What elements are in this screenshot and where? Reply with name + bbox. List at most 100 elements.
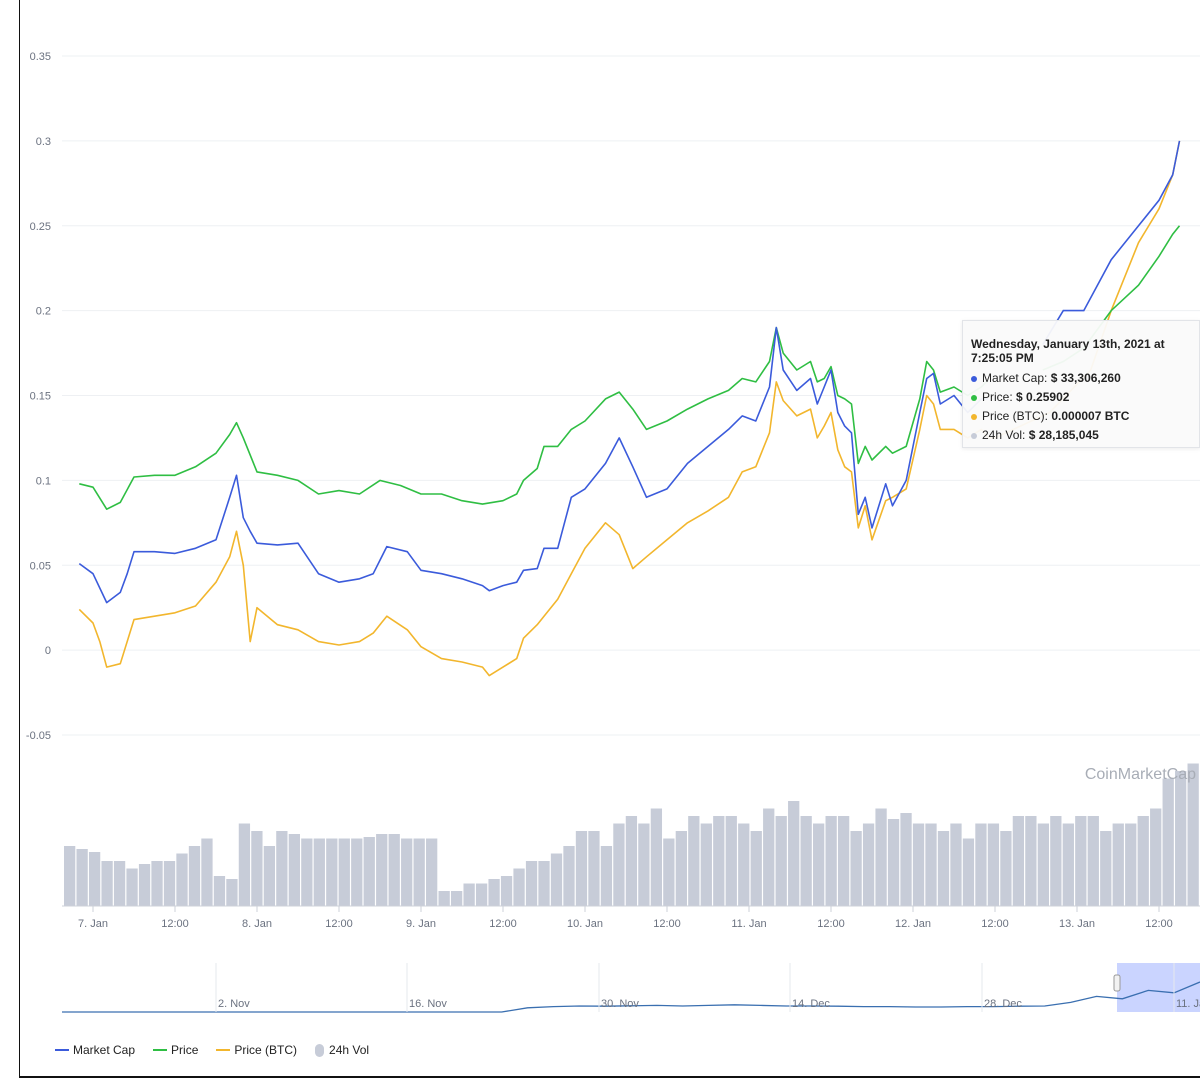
volume-bar	[788, 801, 800, 906]
legend-item-price[interactable]: Price	[153, 1043, 198, 1057]
volume-bar	[775, 816, 787, 906]
volume-bar	[213, 876, 226, 906]
volume-bar	[88, 852, 101, 906]
navigator-background	[62, 963, 1200, 1012]
volume-bar	[276, 831, 288, 906]
navigator-label: 30. Nov	[601, 998, 639, 1010]
volume-bar	[151, 861, 163, 906]
series-line-price-btc[interactable]	[78, 140, 1181, 677]
volume-bar	[500, 876, 513, 906]
x-tick-label: 12:00	[489, 918, 517, 930]
volume-bar	[288, 834, 300, 906]
tooltip-value: $ 33,306,260	[1050, 371, 1121, 385]
volume-bar	[837, 816, 850, 906]
volume-bar	[862, 823, 875, 906]
chart-legend: Market Cap Price Price (BTC) 24h Vol	[55, 1040, 387, 1060]
volume-bar	[638, 823, 650, 906]
volume-bar	[176, 853, 188, 906]
volume-bar	[650, 808, 663, 906]
volume-bar	[588, 831, 600, 906]
series-line-segment[interactable]	[1042, 140, 1181, 346]
volume-bar	[1000, 831, 1012, 906]
volume-bar	[813, 823, 825, 906]
volume-bar	[962, 838, 975, 906]
volume-bar	[1062, 823, 1074, 906]
volume-bar	[700, 823, 712, 906]
x-tick-label: 11. Jan	[731, 918, 766, 930]
volume-bar	[763, 808, 775, 906]
volume-bar	[1087, 816, 1099, 906]
y-axis-ticks: 0.35 0.3 0.25 0.2 0.15 0.1 0.05 0 -0.05	[26, 51, 51, 742]
series-line-market-cap[interactable]	[78, 326, 989, 604]
navigator-line	[62, 981, 1200, 1013]
legend-label: Price	[171, 1043, 199, 1057]
volume-bar	[438, 891, 450, 906]
volume-bar	[887, 819, 900, 906]
volume-bar	[426, 838, 438, 906]
tooltip-label: Price:	[982, 390, 1013, 404]
tooltip-label: Market Cap:	[982, 371, 1048, 385]
tooltip-title: Wednesday, January 13th, 2021 at 7:25:05…	[971, 337, 1165, 365]
navigator-label: 16. Nov	[409, 998, 447, 1010]
tooltip-row-price-btc: Price (BTC): 0.000007 BTC	[971, 407, 1191, 426]
volume-bar	[1162, 778, 1174, 906]
volume-bar	[201, 838, 213, 906]
y-tick-label: 0.3	[36, 136, 51, 148]
volume-bar	[238, 823, 251, 906]
y-tick-label: 0.05	[30, 560, 51, 572]
legend-item-market-cap[interactable]: Market Cap	[55, 1043, 135, 1057]
navigator-left-handle[interactable]	[1113, 974, 1121, 992]
volume-bar	[126, 868, 138, 906]
volume-bar	[1175, 771, 1187, 906]
x-tick-label: 8. Jan	[242, 918, 272, 930]
volume-bar	[1137, 816, 1149, 906]
range-navigator[interactable]: 2. Nov 16. Nov 30. Nov 14. Dec 28. Dec 11. Ja	[62, 963, 1200, 1013]
y-tick-label: 0	[45, 645, 51, 657]
price-dot-icon	[971, 394, 977, 401]
series-line-price[interactable]	[79, 326, 989, 510]
volume-bar	[850, 831, 862, 906]
volume-bar	[138, 864, 151, 906]
x-tick-label: 13. Jan	[1059, 918, 1095, 930]
volume-bar	[738, 823, 750, 906]
volume-bar	[351, 838, 363, 906]
volume-bar	[226, 879, 238, 906]
tooltip-value: 0.000007 BTC	[1051, 409, 1130, 423]
volume-bar	[76, 849, 88, 906]
volume-bar	[563, 846, 575, 906]
volume-bar	[251, 831, 263, 906]
volume-bar	[713, 816, 725, 906]
volume-bar	[1125, 823, 1137, 906]
volume-bar	[64, 846, 76, 906]
volume-bar	[525, 861, 538, 906]
legend-label: 24h Vol	[329, 1043, 370, 1057]
price-line-icon	[153, 1049, 168, 1051]
volume-bar	[513, 868, 525, 906]
legend-item-volume[interactable]: 24h Vol	[315, 1043, 369, 1057]
x-axis-ticks: 7. Jan 12:00 8. Jan 12:00 9. Jan 12:00 10. Jan…	[62, 905, 1200, 930]
volume-bar	[875, 808, 887, 906]
volume-bar	[163, 861, 176, 906]
tooltip-row-volume: 24h Vol: $ 28,185,045	[971, 426, 1191, 445]
volume-bar	[1012, 816, 1025, 906]
volume-bar	[188, 846, 201, 906]
volume-bar	[388, 834, 400, 906]
y-tick-label: -0.05	[26, 730, 51, 742]
navigator-label: 28. Dec	[984, 998, 1022, 1010]
price-btc-line-icon	[216, 1049, 231, 1051]
chart-frame	[19, 0, 1200, 1078]
volume-bar	[413, 838, 425, 906]
x-tick-label: 12:00	[325, 918, 353, 930]
volume-bar	[538, 861, 550, 906]
volume-bar	[912, 823, 925, 906]
volume-bar	[613, 823, 625, 906]
volume-bar	[937, 831, 950, 906]
volume-bar	[301, 838, 313, 906]
tooltip-value: $ 0.25902	[1016, 390, 1070, 404]
x-tick-label: 12:00	[817, 918, 845, 930]
y-tick-label: 0.1	[36, 475, 51, 487]
volume-bar	[376, 834, 388, 906]
x-tick-label: 10. Jan	[567, 918, 603, 930]
legend-item-price-btc[interactable]: Price (BTC)	[216, 1043, 297, 1057]
